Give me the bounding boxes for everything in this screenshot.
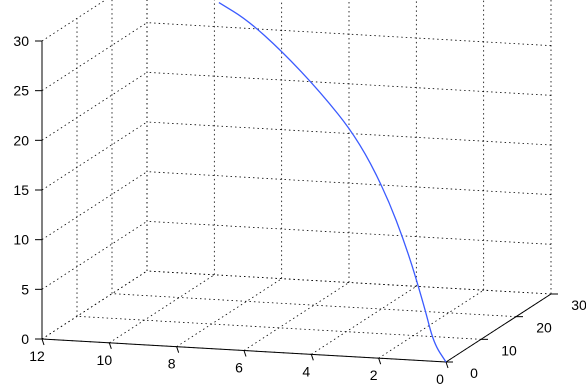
gridline-floor-x	[311, 285, 417, 355]
gridline-floor-x	[243, 282, 350, 351]
gridline-floor-y	[111, 293, 517, 318]
x-tick-label: 2	[370, 367, 378, 383]
x-tick-label: 6	[235, 360, 243, 376]
trajectory-line	[218, 2, 447, 363]
z-tick-label: 10	[13, 232, 29, 248]
gridline-back-wall-z	[41, 171, 148, 241]
x-tick-label: 12	[29, 348, 45, 364]
x-tick-mark	[108, 342, 112, 349]
gridline-back-wall-z	[41, 220, 148, 290]
gridline-back-wall-z	[41, 121, 148, 191]
x-tick-label: 4	[302, 363, 310, 379]
z-tick-label: 0	[21, 331, 29, 347]
z-tick-label: 30	[13, 33, 29, 49]
gridline-floor-x	[109, 274, 215, 344]
gridline-back-wall-z	[41, 0, 107, 42]
gridline-back-wall-z	[41, 71, 148, 141]
x-tick-mark	[243, 350, 247, 357]
gridline-floor-x	[176, 278, 282, 348]
gridline-floor-x	[41, 270, 148, 340]
x-tick-mark	[176, 346, 180, 353]
z-tick-label: 15	[13, 182, 29, 198]
x-tick-mark	[310, 354, 314, 361]
x-tick-mark	[41, 338, 45, 346]
x-tick-label: 10	[97, 352, 113, 368]
x-tick-label: 8	[168, 356, 176, 372]
y-tick-label: 0	[470, 365, 478, 381]
y-tick-label: 30	[571, 297, 586, 313]
y-axis-line	[445, 293, 552, 363]
y-tick-label: 20	[536, 320, 552, 336]
z-tick-label: 25	[13, 83, 29, 99]
x-tick-mark	[445, 361, 449, 369]
gridline-floor-x	[378, 289, 484, 359]
x-tick-mark	[378, 358, 382, 365]
z-tick-label: 20	[13, 132, 29, 148]
y-tick-label: 10	[501, 342, 517, 358]
z-tick-label: 5	[21, 281, 29, 297]
gridline-back-wall-z	[41, 22, 148, 92]
x-tick-label: 0	[436, 371, 444, 387]
